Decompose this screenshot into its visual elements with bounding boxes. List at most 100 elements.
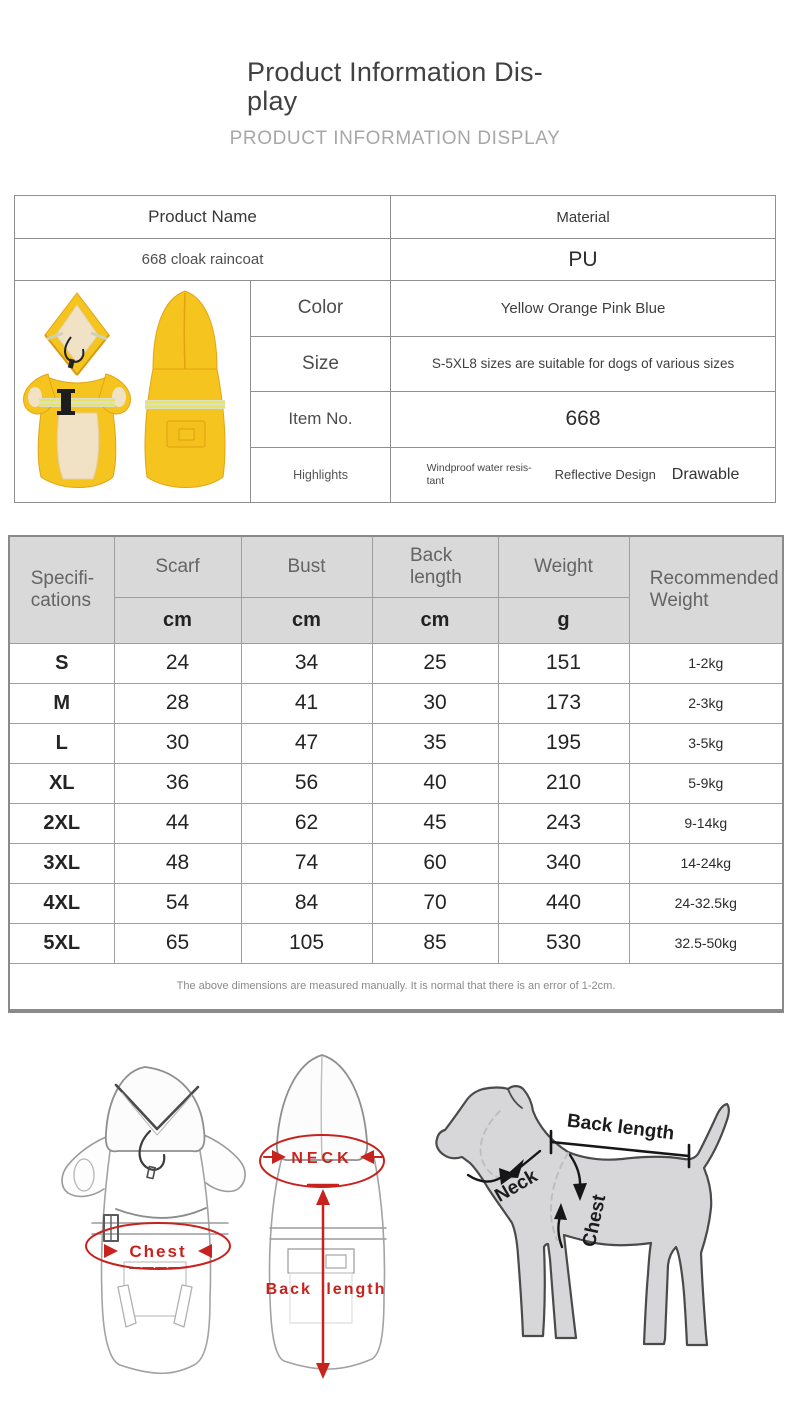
- back-length-label: Back length: [266, 1281, 387, 1298]
- back-length-cell: 60: [371, 842, 499, 884]
- page-subtitle: PRODUCT INFORMATION DISPLAY: [229, 128, 561, 149]
- dog-ear: [507, 1088, 523, 1109]
- highlights-row: Highlights Windproof water resis-tant Re…: [15, 446, 777, 503]
- back-length-line: [549, 1140, 691, 1158]
- arrow-up-icon: [316, 1189, 330, 1205]
- bust-cell: 84: [240, 882, 373, 924]
- bust-cell: 74: [240, 842, 373, 884]
- info-value-row: 668 cloak raincoat PU: [13, 238, 777, 281]
- scarf-header: Scarf: [113, 535, 242, 598]
- recommended-cell: 1-2kg: [628, 642, 784, 684]
- belt-buckle: [57, 389, 75, 415]
- reflective-stripe: [39, 398, 115, 407]
- size-row-s: S 24 34 25 151 1-2kg: [8, 642, 784, 684]
- bust-header: Bust: [240, 535, 373, 598]
- back-length-cell: 70: [371, 882, 499, 924]
- recommended-cell: 9-14kg: [628, 802, 784, 844]
- neck-arrow-right-icon: [360, 1150, 374, 1164]
- scarf-cell: 44: [113, 802, 242, 844]
- dog-diagram: Back length Neck Chest: [435, 1085, 730, 1347]
- highlights-label: Highlights: [249, 446, 392, 503]
- scarf-cell: 54: [113, 882, 242, 924]
- weight-cell: 210: [497, 762, 630, 804]
- highlights-list: Windproof water resis-tant Reflective De…: [391, 462, 775, 488]
- size-cell: 2XL: [8, 802, 115, 844]
- chest-arrow-right-icon: [198, 1244, 212, 1258]
- material-value: PU: [390, 238, 777, 281]
- recommended-cell: 32.5-50kg: [628, 922, 784, 964]
- garment-front-sketch: Chest: [61, 1066, 246, 1375]
- size-cell: L: [8, 722, 115, 764]
- page-title: Product Information Dis- play: [247, 57, 543, 117]
- product-photo-cell: [14, 280, 251, 503]
- weight-cell: 340: [497, 842, 630, 884]
- size-row-5xl: 5XL 65 105 85 530 32.5-50kg: [8, 922, 784, 964]
- units-row: cm cm cm g: [9, 596, 783, 644]
- weight-cell: 243: [497, 802, 630, 844]
- chest-curve-arrow-icon: [573, 1183, 587, 1201]
- highlight-item: Windproof water resis-tant: [426, 461, 532, 487]
- size-cell: 4XL: [8, 882, 115, 924]
- page-title-line2: play: [247, 86, 298, 117]
- specifications-header: Specifi-cations: [8, 535, 115, 644]
- back-length-cell: 25: [371, 642, 499, 684]
- size-row-l: L 30 47 35 195 3-5kg: [8, 722, 784, 764]
- garment-back-sketch: NECK Back length: [259, 1054, 387, 1379]
- product-name-value: 668 cloak raincoat: [13, 238, 392, 281]
- chest-curve-arrow-icon: [554, 1203, 567, 1220]
- arrow-down-icon: [316, 1363, 330, 1379]
- size-label: Size: [249, 335, 392, 392]
- measurement-note: The above dimensions are measured manual…: [8, 962, 784, 1012]
- scarf-cell: 24: [113, 642, 242, 684]
- info-header-row: Product Name Material: [13, 195, 777, 239]
- recommended-cell: 3-5kg: [628, 722, 784, 764]
- size-cell: S: [8, 642, 115, 684]
- recommended-cell: 14-24kg: [628, 842, 784, 884]
- unit-cell: cm: [240, 596, 373, 644]
- size-chart-header-row: Specifi-cations Scarf Bust Back length W…: [8, 535, 784, 644]
- back-length-cell: 85: [371, 922, 499, 964]
- size-cell: 5XL: [8, 922, 115, 964]
- weight-cell: 530: [497, 922, 630, 964]
- product-name-header: Product Name: [13, 195, 392, 239]
- back-length-cell: 45: [371, 802, 499, 844]
- neck-girth-dashed: [479, 1110, 516, 1180]
- recommended-cell: 5-9kg: [628, 762, 784, 804]
- bust-cell: 62: [240, 802, 373, 844]
- item-no-row: Item No. 668: [15, 391, 777, 448]
- size-row-3xl: 3XL 48 74 60 340 14-24kg: [8, 842, 784, 884]
- raincoat-back-photo: [144, 290, 226, 488]
- item-no-value: 668: [390, 391, 777, 448]
- scarf-cell: 36: [113, 762, 242, 804]
- color-label: Color: [249, 280, 392, 337]
- bust-cell: 34: [240, 642, 373, 684]
- neck-ellipse: [259, 1134, 385, 1188]
- weight-cell: 151: [497, 642, 630, 684]
- highlight-item: Drawable: [671, 465, 740, 483]
- back-length-cell: 30: [371, 682, 499, 724]
- size-row-xl: XL 36 56 40 210 5-9kg: [8, 762, 784, 804]
- weight-cell: 440: [497, 882, 630, 924]
- back-length-cell: 40: [371, 762, 499, 804]
- size-value: S-5XL8 sizes are suitable for dogs of va…: [390, 335, 777, 392]
- bust-cell: 41: [240, 682, 373, 724]
- bust-cell: 105: [240, 922, 373, 964]
- scarf-cell: 48: [113, 842, 242, 884]
- color-row: Color Yellow Orange Pink Blue: [14, 280, 777, 503]
- neck-arrow-left-icon: [272, 1150, 286, 1164]
- scarf-cell: 28: [113, 682, 242, 724]
- size-chart-table: Specifi-cations Scarf Bust Back length W…: [8, 535, 784, 1013]
- size-cell: M: [8, 682, 115, 724]
- chest-label: Chest: [129, 1242, 186, 1261]
- raincoat-front-photo: [23, 292, 131, 488]
- dog-back-length-label: Back length: [566, 1111, 675, 1145]
- size-cell: 3XL: [8, 842, 115, 884]
- size-cell: XL: [8, 762, 115, 804]
- dog-silhouette: [435, 1085, 730, 1347]
- unit-cell: cm: [371, 596, 499, 644]
- weight-cell: 173: [497, 682, 630, 724]
- measurement-note-row: The above dimensions are measured manual…: [8, 962, 784, 1012]
- size-row-4xl: 4XL 54 84 70 440 24-32.5kg: [8, 882, 784, 924]
- page-header: Product Information Dis- play: [0, 57, 790, 117]
- recommended-cell: 2-3kg: [628, 682, 784, 724]
